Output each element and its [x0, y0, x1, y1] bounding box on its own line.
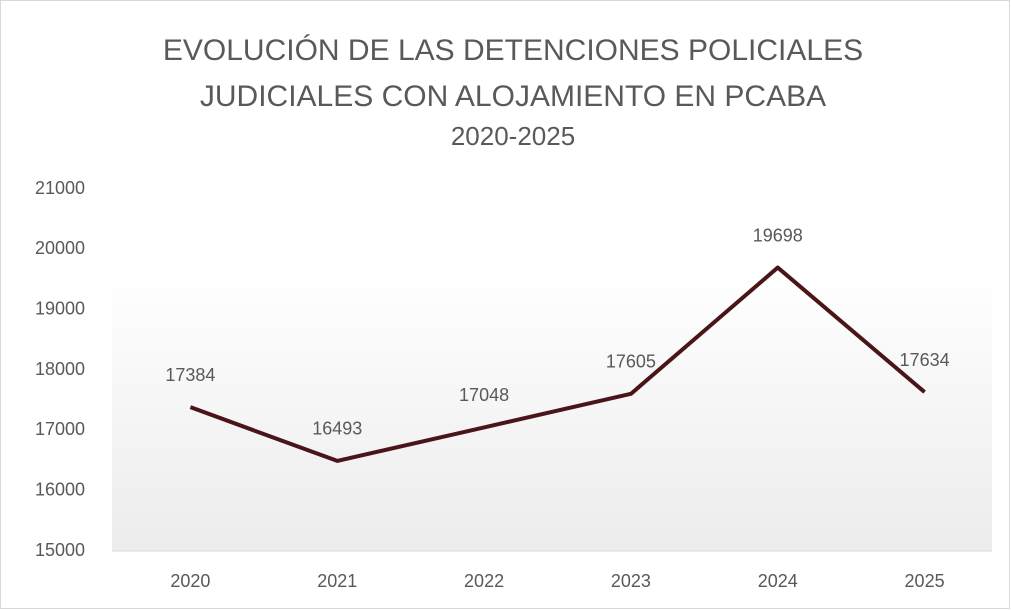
y-tick-label: 18000	[35, 359, 85, 379]
data-label: 16493	[312, 419, 362, 439]
chart-subtitle: 2020-2025	[451, 121, 575, 151]
data-label: 17634	[900, 350, 950, 370]
x-tick-label: 2022	[464, 571, 504, 591]
chart-title: EVOLUCIÓN DE LAS DETENCIONES POLICIALES	[163, 34, 863, 67]
data-line	[189, 265, 926, 463]
data-label: 17384	[165, 365, 215, 385]
y-tick-label: 17000	[35, 419, 85, 439]
y-tick-label: 20000	[35, 238, 85, 258]
chart-title: JUDICIALES CON ALOJAMIENTO EN PCABA	[200, 80, 826, 113]
y-tick-label: 15000	[35, 540, 85, 560]
x-tick-label: 2023	[611, 571, 651, 591]
x-tick-label: 2021	[317, 571, 357, 591]
x-tick-label: 2020	[170, 571, 210, 591]
y-tick-label: 16000	[35, 479, 85, 499]
x-tick-label: 2025	[905, 571, 945, 591]
x-tick-label: 2024	[758, 571, 798, 591]
data-label: 17605	[606, 352, 656, 372]
y-tick-label: 21000	[35, 178, 85, 198]
data-label: 17048	[459, 385, 509, 405]
data-label: 19698	[753, 225, 803, 245]
y-tick-label: 19000	[35, 298, 85, 318]
